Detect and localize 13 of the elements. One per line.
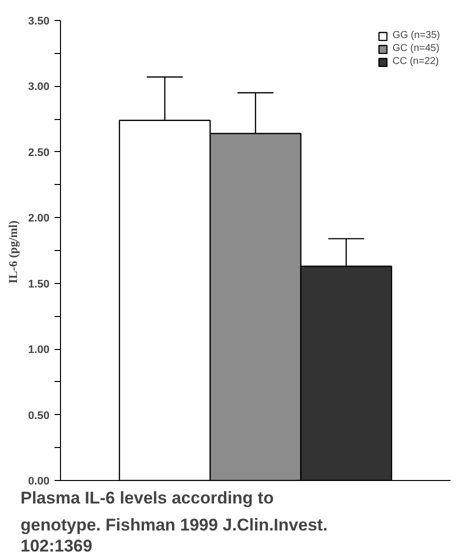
- y-axis-title: IL-6 (pg/ml): [6, 220, 20, 284]
- legend-label: GG (n=35): [392, 30, 440, 41]
- legend-label: CC (n=22): [392, 56, 439, 67]
- y-tick-label: 2.00: [28, 212, 50, 225]
- y-tick-label: 3.00: [28, 81, 50, 94]
- y-tick-label: 0.00: [28, 476, 50, 488]
- y-tick-label: 1.00: [28, 344, 50, 356]
- y-tick-label: 2.50: [28, 146, 50, 159]
- y-tick-label: 0.50: [28, 410, 50, 422]
- legend-label: GC (n=45): [392, 43, 440, 54]
- y-tick-label: 1.50: [28, 278, 50, 290]
- text: Plasma IL-6 levels according to genotype. Fishman 1999 J.Clin.Invest. 102:1369: [20, 488, 328, 556]
- y-tick-label: 3.50: [28, 16, 50, 28]
